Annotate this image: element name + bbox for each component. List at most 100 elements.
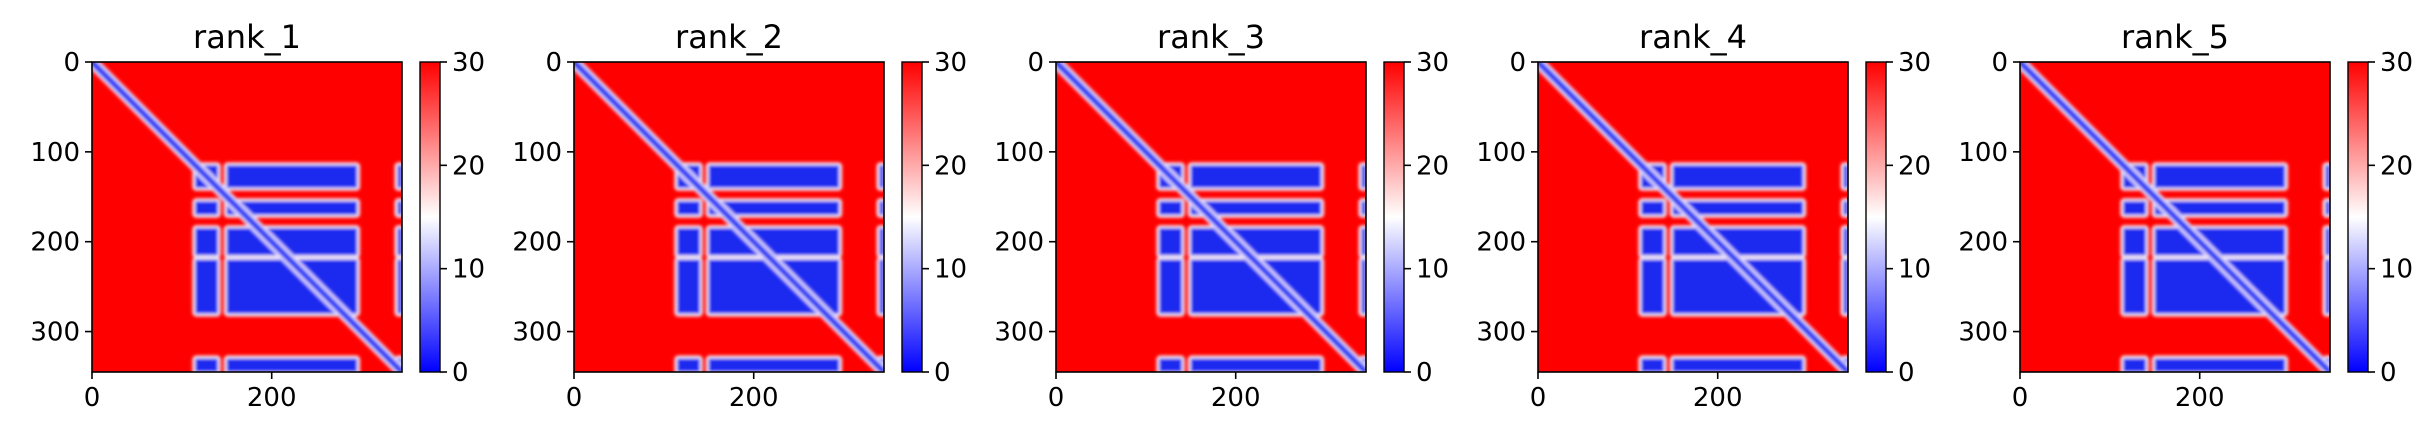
colorbar-tick-label: 30 [1416, 48, 1449, 78]
y-tick-label: 300 [1958, 318, 2008, 348]
plot-frame [573, 61, 885, 373]
colorbar-tick-label: 20 [2380, 151, 2413, 181]
heatmap-block [1361, 228, 1366, 256]
y-tick-label: 300 [30, 318, 80, 348]
heatmap-block [2325, 165, 2330, 188]
heatmap-block [1361, 201, 1366, 215]
heatmap-block [1843, 201, 1848, 215]
heatmap-block [195, 358, 218, 372]
colorbar-tick-label: 10 [452, 255, 485, 285]
y-tick-label: 200 [512, 228, 562, 258]
heatmap-panel-3: rank_3 0 200 0 100 200 300 0 10 20 30 [994, 18, 1449, 413]
heatmap-block [397, 228, 402, 256]
colorbar-tick-label: 20 [1416, 151, 1449, 181]
heatmap-block [2154, 165, 2286, 188]
heatmap-block [195, 228, 218, 256]
colorbar-tick-label: 30 [934, 48, 967, 78]
heatmap-block [2123, 201, 2146, 215]
heatmap-cells [92, 62, 402, 372]
heatmap-block [1361, 165, 1366, 188]
heatmap-block [2154, 358, 2286, 372]
heatmap-block [1672, 165, 1804, 188]
heatmap-block [226, 201, 358, 215]
colorbar [2347, 61, 2369, 373]
heatmap-diagonal [1538, 62, 1848, 372]
heatmap-diagonal [1056, 62, 1366, 372]
heatmap-block [1672, 228, 1804, 256]
heatmap-block [708, 201, 840, 215]
x-tick-label: 0 [1530, 383, 1547, 413]
x-tick-label: 0 [1048, 383, 1065, 413]
heatmap-block [677, 358, 700, 372]
x-tick-label: 0 [84, 383, 101, 413]
heatmap-block [397, 165, 402, 188]
y-tick-label: 300 [994, 318, 1044, 348]
y-tick-label: 300 [1476, 318, 1526, 348]
heatmap-block [1843, 259, 1848, 314]
heatmap-block [1641, 259, 1664, 314]
heatmap-block [226, 228, 358, 256]
heatmap-block [1672, 358, 1804, 372]
heatmap-block [677, 259, 700, 314]
panel-title: rank_1 [193, 18, 301, 56]
y-tick-label: 200 [994, 228, 1044, 258]
colorbar [419, 61, 441, 373]
heatmap-block [1190, 165, 1322, 188]
x-tick-label: 200 [2175, 383, 2225, 413]
heatmap-block [1159, 228, 1182, 256]
heatmap-block [708, 165, 840, 188]
heatmap-block [1361, 259, 1366, 314]
plot-frame [2019, 61, 2331, 373]
heatmap-block [2123, 259, 2146, 314]
heatmap-cells [1538, 62, 1848, 372]
colorbar-tick-label: 0 [1898, 358, 1915, 388]
heatmap-block [2123, 358, 2146, 372]
y-tick-label: 0 [545, 48, 562, 78]
y-tick-label: 0 [1027, 48, 1044, 78]
heatmap-block [2325, 259, 2330, 314]
y-tick-label: 100 [1958, 138, 2008, 168]
x-tick-label: 0 [566, 383, 583, 413]
heatmap-cells [574, 62, 884, 372]
y-tick-label: 0 [1991, 48, 2008, 78]
heatmap-block [2154, 201, 2286, 215]
heatmap-block [677, 228, 700, 256]
heatmap-block [2325, 228, 2330, 256]
heatmap-block [708, 358, 840, 372]
y-tick-label: 0 [63, 48, 80, 78]
heatmap-panel-4: rank_4 0 200 0 100 200 300 0 10 20 30 [1476, 18, 1931, 413]
heatmap-block [195, 259, 218, 314]
heatmap-block [226, 165, 358, 188]
colorbar-tick-label: 10 [1416, 255, 1449, 285]
x-tick-label: 200 [1211, 383, 1261, 413]
heatmap-block [1843, 165, 1848, 188]
heatmap-diagonal [574, 62, 884, 372]
heatmap-block [195, 201, 218, 215]
heatmap-block [1190, 358, 1322, 372]
heatmap-panel-2: rank_2 0 200 0 100 200 300 0 10 20 30 [512, 18, 967, 413]
colorbar-tick-label: 0 [1416, 358, 1433, 388]
heatmap-panel-5: rank_5 0 200 0 100 200 300 0 10 20 30 [1958, 18, 2413, 413]
heatmap-block [2123, 228, 2146, 256]
heatmap-block [879, 259, 884, 314]
plot-frame [91, 61, 403, 373]
panel-title: rank_3 [1157, 18, 1265, 56]
heatmap-block [1641, 201, 1664, 215]
colorbar-tick-label: 20 [452, 151, 485, 181]
y-tick-label: 200 [1958, 228, 2008, 258]
colorbar-tick-label: 20 [1898, 151, 1931, 181]
panel-title: rank_4 [1639, 18, 1747, 56]
heatmap-block [2154, 228, 2286, 256]
colorbar-tick-label: 30 [2380, 48, 2413, 78]
heatmap-block [397, 201, 402, 215]
colorbar-tick-label: 0 [934, 358, 951, 388]
y-tick-label: 200 [1476, 228, 1526, 258]
heatmap-block [677, 201, 700, 215]
heatmap-block [879, 201, 884, 215]
y-tick-label: 0 [1509, 48, 1526, 78]
heatmap-diagonal [92, 62, 402, 372]
y-tick-label: 100 [1476, 138, 1526, 168]
y-tick-label: 100 [994, 138, 1044, 168]
colorbar-tick-label: 0 [452, 358, 469, 388]
